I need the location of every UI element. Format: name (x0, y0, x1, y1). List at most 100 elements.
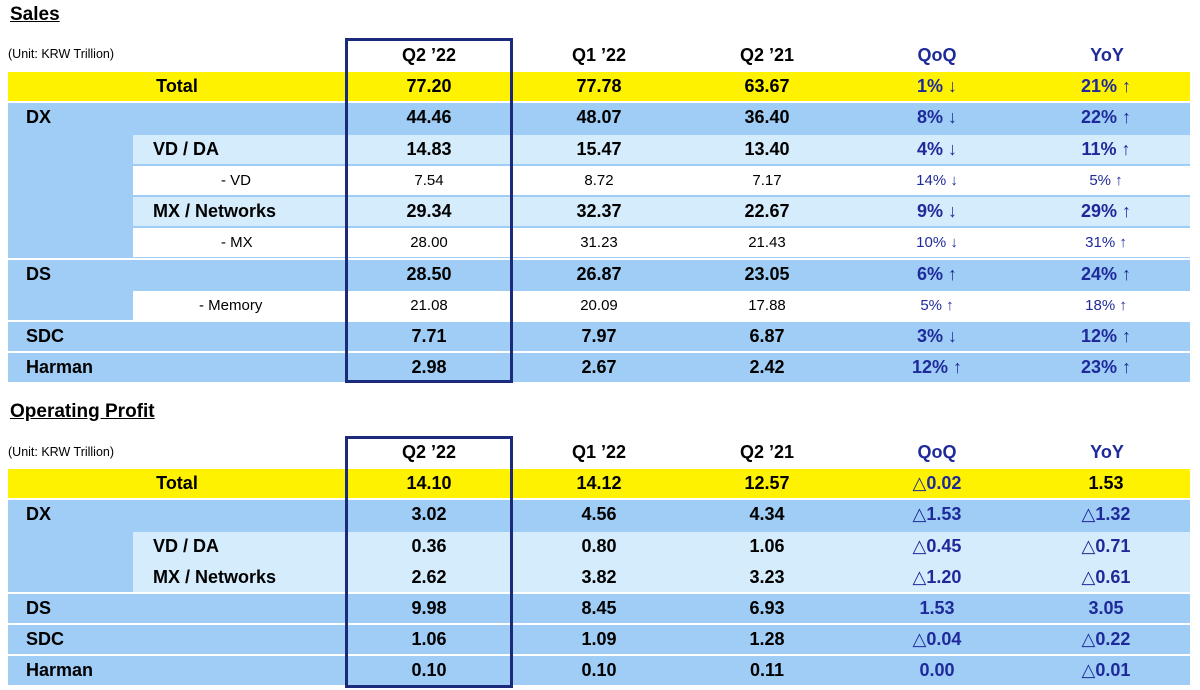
cell-q1-22: 4.56 (581, 504, 617, 524)
sales-row-total: Total 77.20 77.78 63.67 1% ↓ 21% ↑ (8, 72, 1190, 101)
op-unit-label: (Unit: KRW Trillion) (8, 445, 115, 459)
cell-qoq: △0.45 (912, 536, 962, 556)
cell-q1-22: 0.10 (581, 660, 617, 680)
op-header-yoy: YoY (1090, 442, 1124, 462)
cell-q2-22: 14.83 (406, 139, 452, 159)
op-row-harman: Harman 0.10 0.10 0.11 0.00 △0.01 (8, 656, 1190, 685)
cell-q1-22: 26.87 (576, 264, 622, 284)
cell-q2-22: 14.10 (406, 473, 452, 493)
row-label: VD / DA (153, 139, 220, 159)
cell-q2-21: 7.17 (752, 172, 782, 189)
cell-q2-21: 13.40 (744, 139, 790, 159)
cell-yoy: △0.61 (1081, 567, 1131, 587)
sales-header-yoy: YoY (1090, 45, 1124, 65)
sales-row-mx-networks: MX / Networks 29.34 32.37 22.67 9% ↓ 29%… (133, 197, 1190, 226)
row-label: DS (26, 598, 52, 618)
row-label: MX / Networks (153, 567, 277, 587)
cell-q2-21: 36.40 (744, 107, 790, 127)
cell-yoy: 1.53 (1088, 473, 1124, 493)
cell-q2-22: 7.71 (411, 326, 447, 346)
cell-q2-21: 2.42 (749, 357, 785, 377)
row-label: VD / DA (153, 536, 220, 556)
cell-q2-22: 29.34 (406, 201, 452, 221)
row-label: MX / Networks (153, 201, 277, 221)
cell-q1-22: 8.45 (581, 598, 617, 618)
op-row-mx-networks: MX / Networks 2.62 3.82 3.23 △1.20 △0.61 (133, 563, 1190, 592)
row-label: DS (26, 264, 52, 284)
row-label: DX (26, 504, 52, 524)
cell-q2-21: 4.34 (749, 504, 785, 524)
cell-yoy: 23% ↑ (1080, 357, 1132, 377)
sales-row-mx: - MX 28.00 31.23 21.43 10% ↓ 31% ↑ (133, 228, 1190, 257)
cell-yoy: 24% ↑ (1080, 264, 1132, 284)
cell-yoy: 22% ↑ (1080, 107, 1132, 127)
cell-qoq: 8% ↓ (916, 107, 958, 127)
cell-q2-21: 6.93 (749, 598, 785, 618)
cell-qoq: 6% ↑ (916, 264, 958, 284)
op-row-total: Total 14.10 14.12 12.57 △0.02 1.53 (8, 469, 1190, 498)
cell-yoy: 18% ↑ (1085, 297, 1127, 314)
cell-qoq: 0.00 (919, 660, 955, 680)
cell-q2-22: 1.06 (411, 629, 447, 649)
cell-q2-21: 1.28 (749, 629, 785, 649)
cell-qoq: 5% ↑ (920, 297, 954, 314)
op-row-dx: DX 3.02 4.56 4.34 △1.53 △1.32 (8, 500, 1190, 529)
sales-row-memory: - Memory 21.08 20.09 17.88 5% ↑ 18% ↑ (133, 291, 1190, 320)
cell-q1-22: 2.67 (581, 357, 617, 377)
sales-row-dx: DX 44.46 48.07 36.40 8% ↓ 22% ↑ (8, 103, 1190, 132)
op-header-q2-22: Q2 ’22 (401, 442, 457, 462)
row-label: Total (156, 76, 198, 96)
cell-q2-22: 7.54 (414, 172, 444, 189)
cell-yoy: △1.32 (1081, 504, 1131, 524)
sales-row-sdc: SDC 7.71 7.97 6.87 3% ↓ 12% ↑ (8, 322, 1190, 351)
cell-q2-22: 2.98 (411, 357, 447, 377)
op-header-qoq: QoQ (917, 442, 957, 462)
cell-q1-22: 7.97 (581, 326, 617, 346)
cell-q1-22: 0.80 (581, 536, 617, 556)
sales-header-qoq: QoQ (917, 45, 957, 65)
cell-q2-21: 23.05 (744, 264, 790, 284)
cell-q2-21: 63.67 (744, 76, 790, 96)
cell-q2-22: 21.08 (410, 297, 448, 314)
sales-row-harman: Harman 2.98 2.67 2.42 12% ↑ 23% ↑ (8, 353, 1190, 382)
cell-q2-22: 9.98 (411, 598, 447, 618)
cell-yoy: 21% ↑ (1080, 76, 1132, 96)
row-label: Harman (26, 660, 94, 680)
cell-qoq: △0.02 (912, 473, 962, 493)
cell-yoy: 11% ↑ (1081, 139, 1131, 159)
cell-q1-22: 8.72 (584, 172, 614, 189)
cell-q1-22: 32.37 (576, 201, 622, 221)
cell-yoy: 31% ↑ (1085, 234, 1127, 251)
operating-profit-title: Operating Profit (10, 401, 155, 422)
cell-q2-22: 28.50 (406, 264, 452, 284)
cell-yoy: △0.22 (1081, 629, 1131, 649)
cell-qoq: 1% ↓ (916, 76, 958, 96)
cell-q1-22: 48.07 (576, 107, 622, 127)
cell-yoy: 5% ↑ (1089, 172, 1123, 189)
cell-q2-22: 0.36 (411, 536, 447, 556)
sales-header-q2-22: Q2 ’22 (401, 45, 457, 65)
cell-q2-21: 22.67 (744, 201, 790, 221)
cell-qoq: 1.53 (919, 598, 955, 618)
cell-qoq: 14% ↓ (916, 172, 958, 189)
cell-q1-22: 77.78 (576, 76, 622, 96)
row-label: - VD (221, 172, 251, 189)
cell-q2-21: 6.87 (749, 326, 785, 346)
cell-q2-22: 3.02 (411, 504, 447, 524)
cell-qoq: 9% ↓ (916, 201, 958, 221)
row-label: SDC (26, 629, 65, 649)
cell-q2-22: 77.20 (406, 76, 452, 96)
row-label: SDC (26, 326, 65, 346)
sales-row-vd: - VD 7.54 8.72 7.17 14% ↓ 5% ↑ (133, 166, 1190, 195)
cell-q2-22: 2.62 (411, 567, 447, 587)
cell-q2-22: 44.46 (406, 107, 452, 127)
cell-qoq: △1.53 (912, 504, 962, 524)
cell-q2-21: 21.43 (748, 234, 786, 251)
sales-row-ds: DS 28.50 26.87 23.05 6% ↑ 24% ↑ (8, 260, 1190, 289)
sales-title: Sales (10, 4, 60, 25)
cell-q2-21: 3.23 (749, 567, 785, 587)
op-header-q1-22: Q1 ’22 (571, 442, 627, 462)
sales-row-vd-da: VD / DA 14.83 15.47 13.40 4% ↓ 11% ↑ (133, 135, 1190, 164)
op-row-ds: DS 9.98 8.45 6.93 1.53 3.05 (8, 594, 1190, 623)
op-header-q2-21: Q2 ’21 (739, 442, 795, 462)
